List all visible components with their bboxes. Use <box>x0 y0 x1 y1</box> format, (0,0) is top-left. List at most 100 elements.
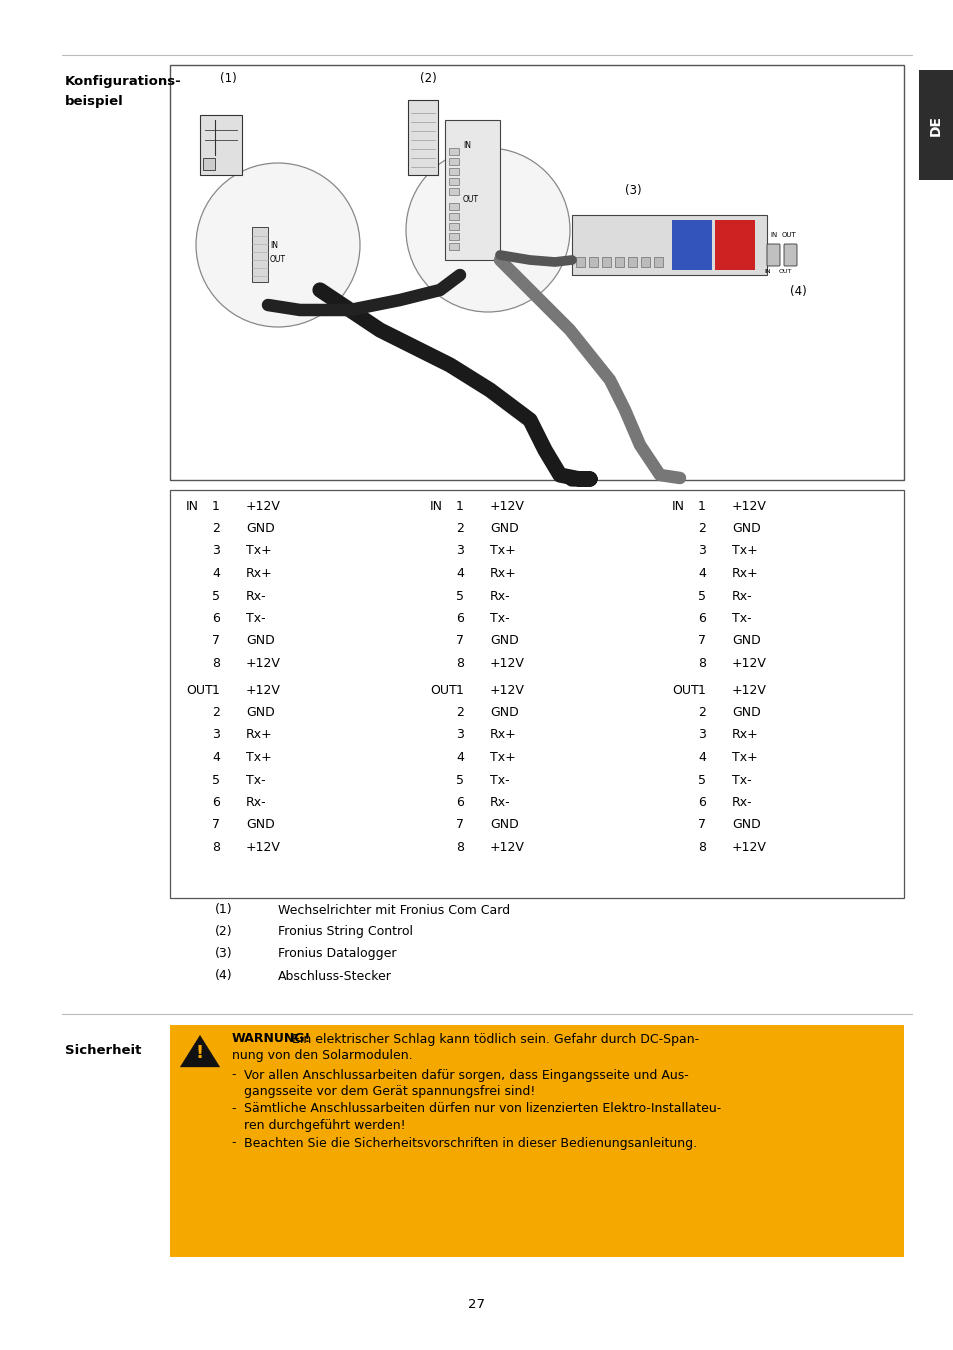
Text: Sämtliche Anschlussarbeiten dürfen nur von lizenzierten Elektro-Installateu-: Sämtliche Anschlussarbeiten dürfen nur v… <box>244 1103 720 1115</box>
Text: Abschluss-Stecker: Abschluss-Stecker <box>277 969 392 983</box>
Text: -: - <box>232 1068 240 1081</box>
Polygon shape <box>178 1033 222 1068</box>
FancyBboxPatch shape <box>671 220 711 270</box>
Text: 8: 8 <box>456 841 463 855</box>
FancyBboxPatch shape <box>654 256 662 267</box>
FancyBboxPatch shape <box>408 100 437 176</box>
Text: GND: GND <box>490 818 518 832</box>
Circle shape <box>195 163 359 327</box>
FancyBboxPatch shape <box>572 215 766 275</box>
FancyBboxPatch shape <box>203 158 214 170</box>
Text: 5: 5 <box>698 590 705 602</box>
Text: OUT: OUT <box>270 255 286 265</box>
Text: Fronius String Control: Fronius String Control <box>277 926 413 938</box>
Text: 1: 1 <box>212 500 220 513</box>
Text: 4: 4 <box>456 751 463 764</box>
Text: IN: IN <box>462 140 471 150</box>
Text: 1: 1 <box>456 500 463 513</box>
Text: 4: 4 <box>456 567 463 580</box>
Text: 5: 5 <box>456 774 463 787</box>
Text: Rx-: Rx- <box>246 796 266 809</box>
Text: Rx-: Rx- <box>246 590 266 602</box>
Text: Ein elektrischer Schlag kann tödlich sein. Gefahr durch DC-Span-: Ein elektrischer Schlag kann tödlich sei… <box>288 1033 699 1045</box>
Text: !: ! <box>195 1044 204 1062</box>
Text: 7: 7 <box>456 818 463 832</box>
Text: GND: GND <box>731 522 760 535</box>
Text: Tx+: Tx+ <box>246 544 272 558</box>
Text: 6: 6 <box>456 796 463 809</box>
Text: 8: 8 <box>698 657 705 670</box>
Text: IN: IN <box>186 500 199 513</box>
Text: Tx-: Tx- <box>490 612 509 625</box>
FancyBboxPatch shape <box>200 115 242 176</box>
Text: Konfigurations-: Konfigurations- <box>65 76 182 88</box>
Circle shape <box>406 148 569 312</box>
Text: Fronius Datalogger: Fronius Datalogger <box>277 948 396 960</box>
Text: Sicherheit: Sicherheit <box>65 1044 141 1057</box>
Text: 4: 4 <box>212 751 220 764</box>
FancyBboxPatch shape <box>588 256 598 267</box>
Text: 4: 4 <box>698 567 705 580</box>
Text: 4: 4 <box>212 567 220 580</box>
Text: Rx+: Rx+ <box>246 729 273 741</box>
Text: Rx+: Rx+ <box>246 567 273 580</box>
Text: IN: IN <box>671 500 684 513</box>
Text: Tx+: Tx+ <box>731 544 757 558</box>
Text: 5: 5 <box>212 774 220 787</box>
FancyBboxPatch shape <box>576 256 584 267</box>
Text: ren durchgeführt werden!: ren durchgeführt werden! <box>244 1119 405 1133</box>
Text: 3: 3 <box>212 544 220 558</box>
FancyBboxPatch shape <box>170 1025 903 1257</box>
Text: 6: 6 <box>698 796 705 809</box>
FancyBboxPatch shape <box>170 490 903 898</box>
FancyBboxPatch shape <box>615 256 623 267</box>
FancyBboxPatch shape <box>449 158 458 165</box>
Text: -: - <box>232 1137 240 1149</box>
FancyBboxPatch shape <box>766 244 780 266</box>
FancyBboxPatch shape <box>449 148 458 155</box>
Text: IN: IN <box>270 240 277 250</box>
Text: +12V: +12V <box>246 657 280 670</box>
Text: 2: 2 <box>698 522 705 535</box>
Text: OUT: OUT <box>430 683 456 697</box>
Text: (1): (1) <box>220 72 236 85</box>
Text: Tx-: Tx- <box>731 612 751 625</box>
Text: +12V: +12V <box>490 683 524 697</box>
Text: Tx+: Tx+ <box>246 751 272 764</box>
Text: Tx-: Tx- <box>246 612 265 625</box>
Text: (3): (3) <box>214 948 233 960</box>
Text: Rx-: Rx- <box>731 590 752 602</box>
Text: Tx+: Tx+ <box>731 751 757 764</box>
Text: +12V: +12V <box>731 500 766 513</box>
Text: 6: 6 <box>212 796 220 809</box>
Text: GND: GND <box>490 634 518 648</box>
Text: 7: 7 <box>212 634 220 648</box>
Text: (1): (1) <box>214 903 233 917</box>
Text: 3: 3 <box>212 729 220 741</box>
Text: 2: 2 <box>212 706 220 720</box>
FancyBboxPatch shape <box>449 167 458 176</box>
Text: (2): (2) <box>419 72 436 85</box>
Text: 1: 1 <box>698 500 705 513</box>
Text: 4: 4 <box>698 751 705 764</box>
Text: +12V: +12V <box>731 657 766 670</box>
Text: +12V: +12V <box>246 500 280 513</box>
Text: OUT: OUT <box>781 232 796 238</box>
FancyBboxPatch shape <box>449 188 458 194</box>
Text: 2: 2 <box>456 522 463 535</box>
Text: 3: 3 <box>698 544 705 558</box>
Text: +12V: +12V <box>490 841 524 855</box>
Text: Rx-: Rx- <box>490 590 510 602</box>
Text: 1: 1 <box>698 683 705 697</box>
Text: GND: GND <box>731 634 760 648</box>
Text: OUT: OUT <box>671 683 698 697</box>
FancyBboxPatch shape <box>601 256 610 267</box>
Text: OUT: OUT <box>778 269 791 274</box>
Text: 5: 5 <box>212 590 220 602</box>
Text: Rx+: Rx+ <box>490 567 517 580</box>
FancyBboxPatch shape <box>170 65 903 481</box>
Text: 6: 6 <box>456 612 463 625</box>
Text: 8: 8 <box>698 841 705 855</box>
FancyBboxPatch shape <box>918 70 953 180</box>
Text: WARNUNG!: WARNUNG! <box>232 1033 311 1045</box>
